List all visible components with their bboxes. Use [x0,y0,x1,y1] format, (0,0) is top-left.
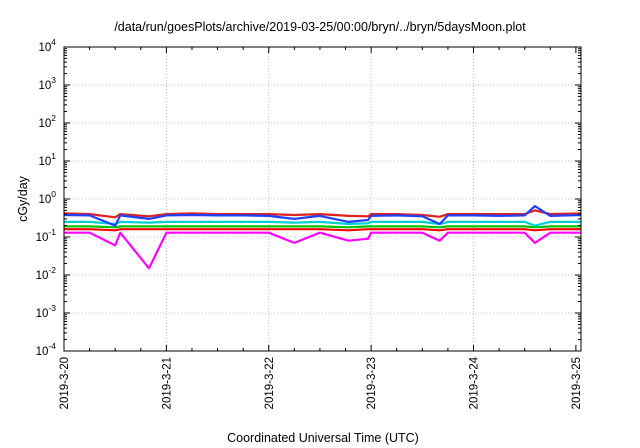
series-line-1 [64,231,581,270]
y-tick-label: 10-1 [36,227,57,244]
x-tick-label: 2019-3-25 [571,357,583,409]
series-group [63,205,582,270]
series-line-3 [64,225,581,229]
y-axis-ticks: 10-4 10-3 10-2 10-1 100 101 102 103 104 [36,37,581,358]
series-line-2 [64,228,581,232]
y-tick-label: 102 [38,113,56,130]
chart-title: /data/run/goesPlots/archive/2019-03-25/0… [114,20,526,34]
y-tick-label: 104 [38,37,56,54]
x-tick-label: 2019-3-21 [161,357,173,409]
series-line-6 [63,205,582,227]
x-tick-label: 2019-3-23 [366,357,378,409]
series-line-4 [64,220,581,227]
x-axis-ticks: 2019-3-20 2019-3-21 2019-3-22 2019-3-23 2019… [59,47,583,409]
series-line-5 [63,209,582,219]
x-tick-label: 2019-3-22 [264,357,276,409]
y-axis-label: cGy/day [16,175,30,222]
y-tick-label: 10-4 [36,341,57,358]
x-axis-label: Coordinated Universal Time (UTC) [227,431,419,445]
y-tick-label: 100 [38,189,56,206]
x-tick-label: 2019-3-20 [59,357,71,409]
y-tick-label: 103 [38,75,56,92]
grid-lines [64,47,581,351]
y-tick-label: 10-2 [36,265,57,282]
y-tick-label: 101 [38,151,56,168]
x-tick-label: 2019-3-24 [469,356,481,409]
y-tick-label: 10-3 [36,303,57,320]
